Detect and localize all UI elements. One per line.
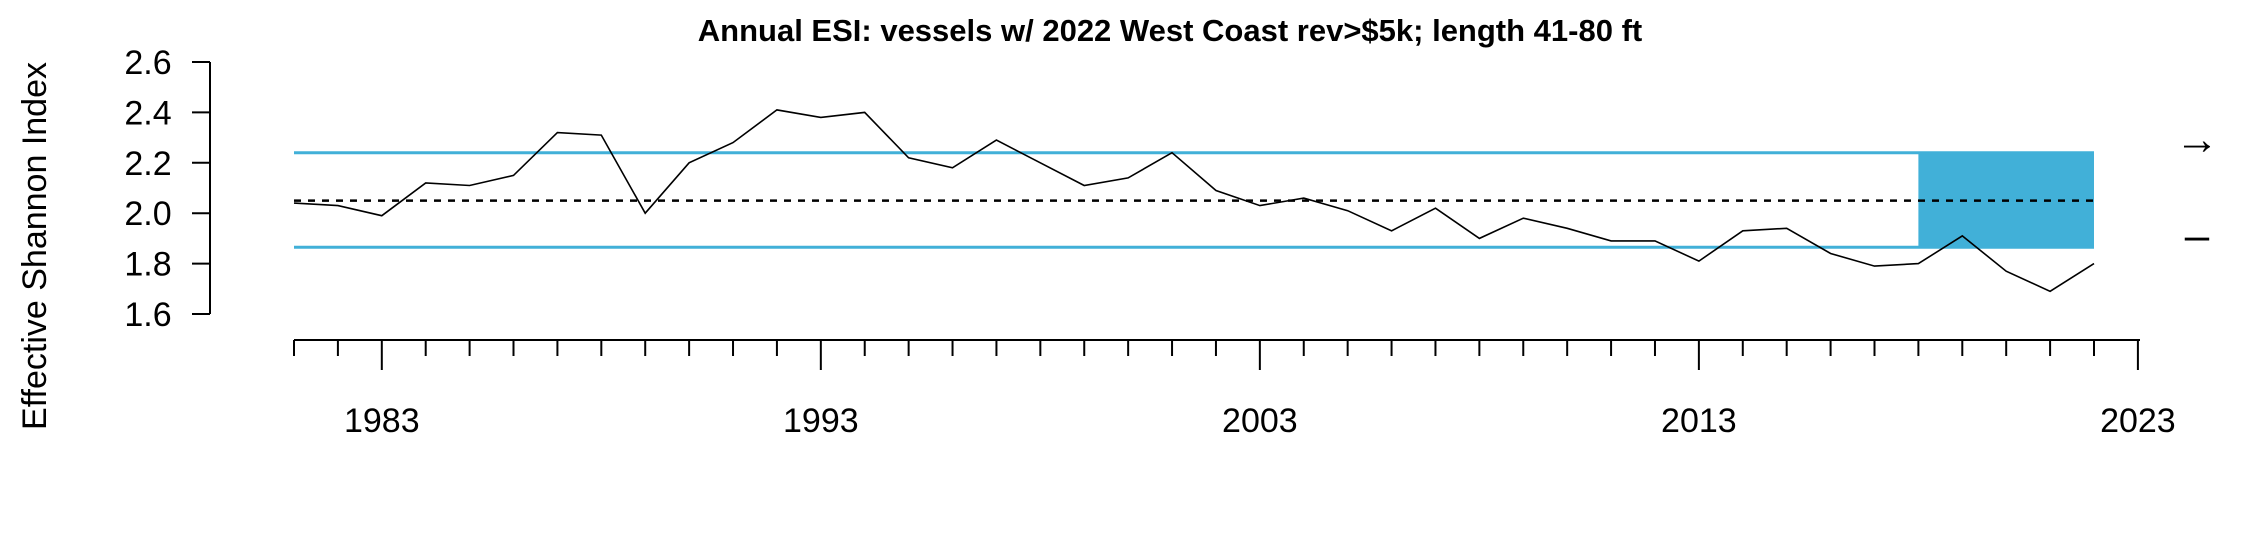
series-line xyxy=(293,109,2095,293)
x-tick-label: 1993 xyxy=(783,402,859,440)
y-tick-label: 2.2 xyxy=(124,145,171,183)
y-tick-label: 2.4 xyxy=(124,94,171,132)
y-tick-label: 2.6 xyxy=(124,44,171,82)
plot-area: 1.6 1.8 2.0 2.2 2.4 2.6 1983 1993 2003 2013 2023 xyxy=(124,44,2175,440)
y-tick-label: 1.6 xyxy=(124,296,171,334)
chart-title: Annual ESI: vessels w/ 2022 West Coast r… xyxy=(698,13,1642,48)
y-tick-label: 1.8 xyxy=(124,246,171,284)
y-tick-label: 2.0 xyxy=(124,195,171,233)
x-tick-label: 2023 xyxy=(2100,402,2176,440)
x-tick-label: 2003 xyxy=(1222,402,1298,440)
y-axis-label: Effective Shannon Index xyxy=(16,62,54,430)
x-tick-label: 2013 xyxy=(1661,402,1737,440)
x-tick-label: 1983 xyxy=(344,402,420,440)
trend-indicator: → xyxy=(2175,115,2219,164)
mean-indicator: – xyxy=(2185,211,2210,260)
